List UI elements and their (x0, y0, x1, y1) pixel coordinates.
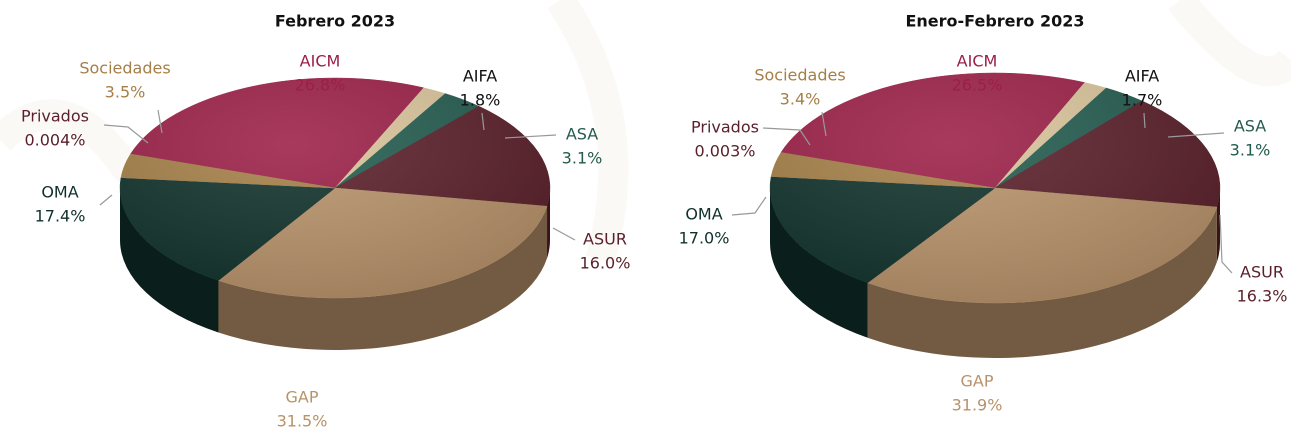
slice-label: Privados (21, 107, 89, 126)
slice-value-label: 31.9% (952, 396, 1003, 415)
slice-side (218, 206, 548, 350)
slice-value-label: 1.7% (1122, 91, 1163, 110)
pie-tops (119, 77, 551, 299)
slice-label: Sociedades (754, 66, 845, 85)
slice-value-label: 17.4% (35, 207, 86, 226)
pie-tops (769, 72, 1221, 304)
slice-label: OMA (685, 205, 722, 224)
pie-sides (770, 188, 1220, 358)
chart-title: Febrero 2023 (275, 12, 395, 31)
pie-sides (120, 188, 550, 350)
slice-value-label: 0.003% (694, 142, 755, 161)
slice-side (1216, 188, 1220, 263)
slice-value-label: 3.4% (780, 90, 821, 109)
slice-label: OMA (41, 183, 78, 202)
chart-title: Enero-Febrero 2023 (905, 12, 1084, 31)
leader-line (504, 134, 557, 139)
slice-label: Privados (691, 118, 759, 137)
slice-label: GAP (961, 372, 994, 391)
slice-value-label: 16.0% (580, 254, 631, 273)
slice-value-label: 31.5% (277, 412, 328, 431)
slice-label: AIFA (1125, 67, 1159, 86)
slice-value-label: 0.004% (24, 131, 85, 150)
slice-side (547, 188, 550, 259)
leader-line (1143, 112, 1146, 129)
leader-line (1219, 214, 1233, 274)
leader-line (99, 194, 113, 206)
slice-label: ASA (1234, 117, 1266, 136)
slice-label: AIFA (463, 67, 497, 86)
slice-value-label: 3.1% (1230, 141, 1271, 160)
leader-line (762, 127, 811, 146)
slice-value-label: 26.5% (952, 76, 1003, 95)
slice-label: GAP (286, 388, 319, 407)
slice-side (867, 207, 1217, 358)
slice-label: ASUR (583, 230, 627, 249)
slice-value-label: 17.0% (679, 229, 730, 248)
leader-line (552, 227, 576, 241)
slice-label: Sociedades (79, 59, 170, 78)
slice-label: AICM (957, 52, 998, 71)
slice-value-label: 26.8% (295, 76, 346, 95)
leader-line (1167, 132, 1225, 138)
slice-value-label: 3.1% (562, 149, 603, 168)
leader-line (821, 111, 827, 137)
slice-label: ASUR (1240, 263, 1284, 282)
pie-shade (770, 73, 1220, 303)
slice-value-label: 3.5% (105, 83, 146, 102)
leader-line (731, 196, 767, 216)
slice-side (770, 188, 868, 338)
slice-label: AICM (300, 52, 341, 71)
leader-line (481, 112, 485, 131)
slice-value-label: 16.3% (1237, 287, 1288, 306)
leader-line (157, 109, 163, 134)
slice-label: ASA (566, 125, 598, 144)
pie-shade (120, 78, 550, 298)
slice-side (120, 188, 219, 333)
slice-value-label: 1.8% (460, 91, 501, 110)
leader-line (103, 124, 149, 144)
